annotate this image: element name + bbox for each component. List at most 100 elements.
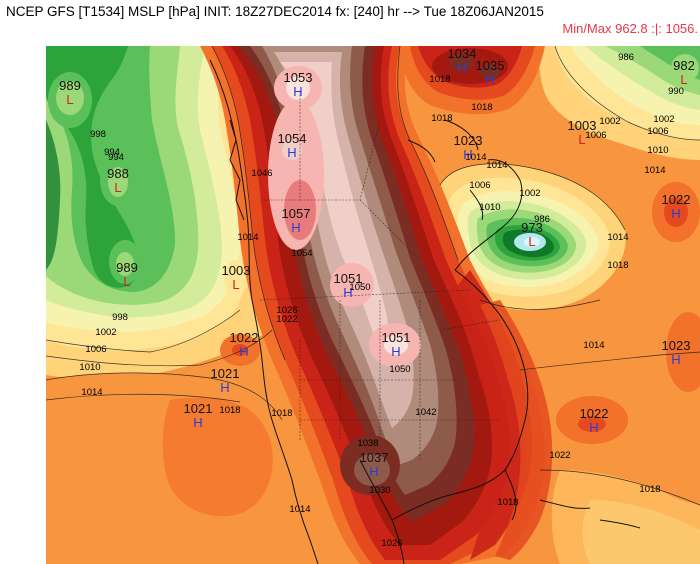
isobar-label: 1022 <box>549 450 570 461</box>
isobar-label: 1006 <box>585 130 606 141</box>
isobar-label: 1018 <box>607 260 628 271</box>
isobar-label: 1014 <box>237 232 258 243</box>
pressure-value: 1035 <box>476 58 505 73</box>
isobar-lines <box>46 46 700 506</box>
low-letter: L <box>66 92 73 107</box>
pressure-value: 1054 <box>278 131 307 146</box>
isobar-label: 1014 <box>81 387 102 398</box>
isobar-label: 986 <box>618 52 634 63</box>
pressure-value: 1021 <box>184 401 213 416</box>
isobar-label: 1002 <box>599 116 620 127</box>
pressure-value: 989 <box>116 260 138 275</box>
isobar-label: 1002 <box>653 114 674 125</box>
high-letter: H <box>239 344 248 359</box>
high-letter: H <box>463 147 472 162</box>
high-letter: H <box>457 60 466 75</box>
isobar-labels: 9989949949981002100610101014101410461054… <box>79 52 684 549</box>
pressure-value: 1053 <box>284 70 313 85</box>
high-letter: H <box>220 380 229 395</box>
pressure-value: 982 <box>673 58 695 73</box>
isobar-label: 994 <box>108 152 124 163</box>
high-letter: H <box>193 415 202 430</box>
isobar-label: 1010 <box>79 362 100 373</box>
isobar-label: 1006 <box>469 180 490 191</box>
isobar-label: 1030 <box>369 485 390 496</box>
pressure-value: 1003 <box>222 263 251 278</box>
pressure-value: 1051 <box>382 330 411 345</box>
isobar-label: 1014 <box>465 152 486 163</box>
isobar-label: 986 <box>534 214 550 225</box>
isobar-label: 1010 <box>479 202 500 213</box>
isobar-label: 1038 <box>357 438 378 449</box>
isobar-label: 1002 <box>95 327 116 338</box>
isobar-label: 998 <box>112 312 128 323</box>
chart-title: NCEP GFS [T1534] MSLP [hPa] INIT: 18Z27D… <box>6 4 544 19</box>
pressure-value: 989 <box>59 78 81 93</box>
eastern-us-ridge <box>450 270 553 560</box>
pressure-value: 1034 <box>448 46 477 61</box>
isobar-label: 1014 <box>583 340 604 351</box>
high-letter: H <box>671 206 680 221</box>
low-letter: L <box>680 72 687 87</box>
high-letter: H <box>671 352 680 367</box>
isobar-label: 1026 <box>276 305 297 316</box>
isobar-label: 1026 <box>381 538 402 549</box>
isobar-label: 1006 <box>647 126 668 137</box>
isobar-label: 1050 <box>349 282 370 293</box>
isobar-label: 1042 <box>415 407 436 418</box>
coastlines <box>209 59 641 564</box>
isobar-label: 1046 <box>251 168 272 179</box>
pressure-value: 1051 <box>334 271 363 286</box>
labrador-low-region <box>433 163 626 311</box>
isobar-label: 994 <box>104 147 120 158</box>
mslp-map: 989 L 988 L 989 L 1003 L 1053 H 1054 H 1057 H 1051 H 105… <box>46 46 700 564</box>
atlantic-highs <box>551 182 700 564</box>
pressure-value: 1003 <box>568 118 597 133</box>
pressure-centers: 989L988L989L1003L1053H1054H1057H1051H105… <box>59 46 695 479</box>
low-letter: L <box>528 234 535 249</box>
high-letter: H <box>485 72 494 87</box>
pressure-value: 988 <box>107 166 129 181</box>
isobar-label: 1010 <box>647 145 668 156</box>
isobar-label: 990 <box>668 86 684 97</box>
isobar-label: 1018 <box>219 405 240 416</box>
deep-low-edge <box>46 120 61 270</box>
isobar-label: 1002 <box>519 188 540 199</box>
pressure-value: 1022 <box>580 406 609 421</box>
isobar-label: 1022 <box>276 314 297 325</box>
isobar-label: 1006 <box>85 344 106 355</box>
high-letter: H <box>391 344 400 359</box>
pressure-value: 1037 <box>360 450 389 465</box>
isobar-label: 1018 <box>431 113 452 124</box>
pressure-value: 1022 <box>230 330 259 345</box>
isobar-label: 1018 <box>497 497 518 508</box>
low-letter: L <box>123 274 130 289</box>
pacific-subtropical-high <box>46 334 300 564</box>
low-letter: L <box>578 132 585 147</box>
isobar-label: 1050 <box>389 364 410 375</box>
pressure-value: 1022 <box>662 192 691 207</box>
pressure-value: 1023 <box>662 338 691 353</box>
high-letter: H <box>589 420 598 435</box>
isobar-label: 998 <box>90 129 106 140</box>
pressure-value: 1057 <box>282 206 311 221</box>
isobar-label: 1018 <box>429 74 450 85</box>
low-letter: L <box>232 277 239 292</box>
isobar-label: 1014 <box>289 504 310 515</box>
